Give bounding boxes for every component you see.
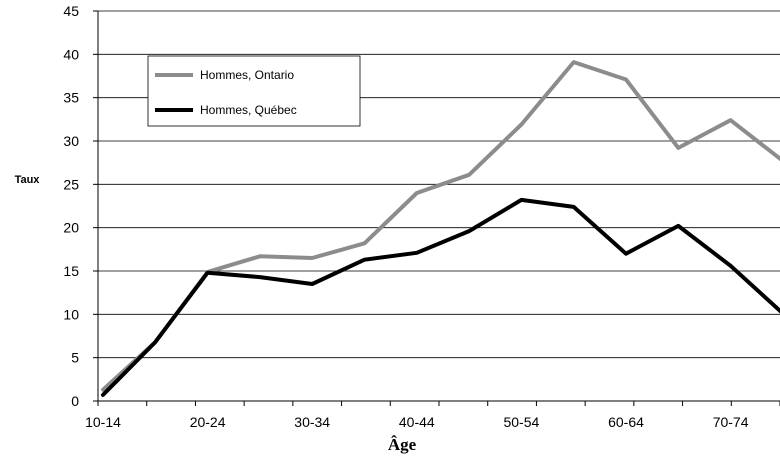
x-tick-label: 20-24 (190, 414, 226, 430)
y-tick-labels: 0 5 10 15 20 25 30 35 40 45 (63, 3, 79, 409)
series-line-1 (101, 60, 780, 392)
y-tick-label: 40 (63, 46, 79, 62)
x-tick-label: 10-14 (85, 414, 121, 430)
y-tick-label: 5 (71, 350, 79, 366)
x-tick-label: 70-74 (713, 414, 749, 430)
y-tick-label: 20 (63, 220, 79, 236)
series-line-2 (101, 197, 780, 397)
x-tick-label: 50-54 (503, 414, 539, 430)
y-tick-label: 45 (63, 3, 79, 19)
x-axis-title: Âge (388, 435, 417, 454)
legend-label: Hommes, Québec (200, 103, 297, 117)
x-tick-label: 40-44 (399, 414, 435, 430)
y-axis-title: Taux (15, 174, 41, 186)
legend-box (147, 55, 361, 127)
x-tick-label: 60-64 (608, 414, 644, 430)
y-tick-label: 15 (63, 263, 79, 279)
y-tick-label: 35 (63, 90, 79, 106)
y-tick-label: 25 (63, 176, 79, 192)
x-tick-labels: 10-14 20-24 30-34 40-44 50-54 60-64 70-74 (85, 414, 749, 430)
y-tick-label: 10 (63, 306, 79, 322)
x-tick-label: 30-34 (294, 414, 330, 430)
legend-label: Hommes, Ontario (200, 68, 294, 82)
y-tick-label: 0 (71, 393, 79, 409)
y-tick-label: 30 (63, 133, 79, 149)
axes (93, 10, 780, 406)
legend: Hommes, Ontario Hommes, Québec (147, 55, 361, 127)
series-lines (101, 60, 780, 397)
